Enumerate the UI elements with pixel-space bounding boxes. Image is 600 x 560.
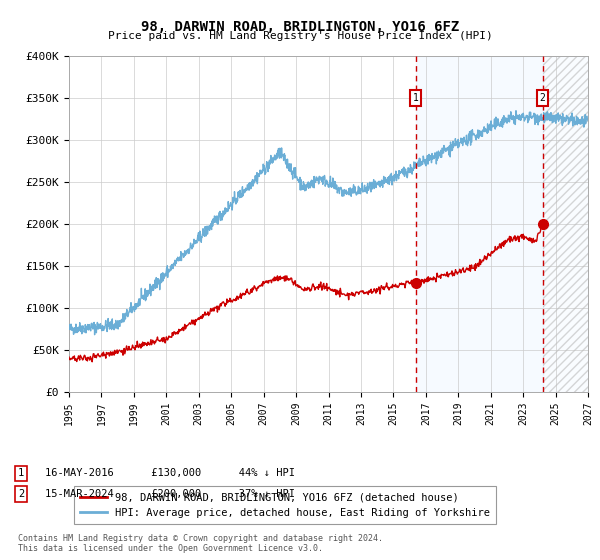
Text: 98, DARWIN ROAD, BRIDLINGTON, YO16 6FZ: 98, DARWIN ROAD, BRIDLINGTON, YO16 6FZ bbox=[141, 20, 459, 34]
Bar bbox=[542, 56, 588, 392]
Text: 2: 2 bbox=[539, 93, 545, 103]
Bar bbox=[416, 56, 542, 392]
Text: Price paid vs. HM Land Registry's House Price Index (HPI): Price paid vs. HM Land Registry's House … bbox=[107, 31, 493, 41]
Legend: 98, DARWIN ROAD, BRIDLINGTON, YO16 6FZ (detached house), HPI: Average price, det: 98, DARWIN ROAD, BRIDLINGTON, YO16 6FZ (… bbox=[74, 486, 496, 524]
Text: 15-MAR-2024      £200,000      37% ↓ HPI: 15-MAR-2024 £200,000 37% ↓ HPI bbox=[45, 489, 295, 499]
Text: 2: 2 bbox=[18, 489, 24, 499]
Text: Contains HM Land Registry data © Crown copyright and database right 2024.
This d: Contains HM Land Registry data © Crown c… bbox=[18, 534, 383, 553]
Bar bbox=[542, 56, 588, 392]
Text: 1: 1 bbox=[18, 468, 24, 478]
Text: 1: 1 bbox=[413, 93, 419, 103]
Text: 16-MAY-2016      £130,000      44% ↓ HPI: 16-MAY-2016 £130,000 44% ↓ HPI bbox=[45, 468, 295, 478]
